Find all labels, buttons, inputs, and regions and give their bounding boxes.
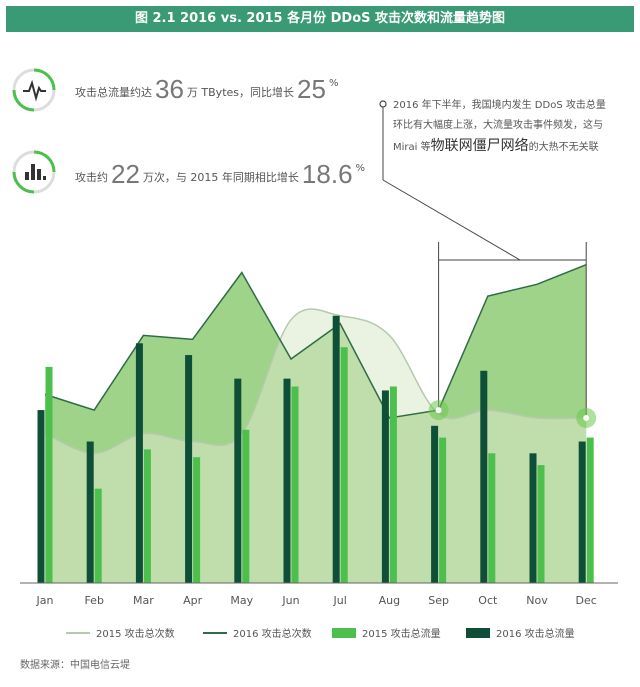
note-line-2: 环比有大幅度上涨，大流量攻击事件频发，这与	[393, 120, 603, 131]
bar-2015-traffic-nov	[537, 465, 545, 583]
stat-traffic-mid: 万 TBytes，同比增长	[186, 86, 295, 99]
bar-2015-traffic-feb	[94, 488, 102, 583]
stat-attacks-pct: 18.6	[301, 159, 353, 189]
legend-label-0: 2015 攻击总次数	[96, 627, 175, 640]
bar-2015-traffic-dec	[586, 437, 594, 583]
bar-2016-traffic-nov	[529, 453, 537, 583]
x-tick-label: Aug	[379, 594, 400, 607]
note-line-1: 2016 年下半年，我国境内发生 DDoS 攻击总量	[393, 100, 606, 111]
stat-traffic-pct-sign: %	[328, 78, 339, 89]
bar-2016-traffic-dec	[578, 441, 586, 583]
note-leader-diagonal	[382, 179, 521, 261]
stat-traffic-value: 36	[155, 74, 184, 104]
stat-attacks-value: 22	[111, 159, 140, 189]
x-tick-labels: Jan Feb Mar Apr May Jun Jul Aug Sep Oct Nov Dec	[36, 594, 597, 607]
marker-dec-dot	[583, 414, 590, 421]
x-tick-label: Jul	[333, 594, 347, 607]
bar-2015-traffic-apr	[193, 457, 201, 583]
bar-2016-traffic-jan	[37, 410, 45, 583]
bar-2016-traffic-sep	[431, 425, 439, 583]
x-tick-label: Feb	[84, 594, 103, 607]
note-leader-dot	[379, 100, 387, 108]
note-line-3: Mirai 等物联网僵尸网络的大热不无关联	[393, 136, 633, 158]
x-tick-label: Apr	[183, 594, 203, 607]
area-layer	[44, 263, 587, 583]
bar-2016-traffic-may	[234, 378, 242, 583]
x-tick-label: May	[230, 594, 253, 607]
bar-2016-traffic-mar	[135, 343, 143, 583]
note-line-3a: Mirai 等	[393, 142, 431, 153]
x-tick-label: Oct	[478, 594, 498, 607]
bar-2015-traffic-oct	[488, 453, 496, 583]
stat-attacks-mid: 万次，与 2015 年同期相比增长	[142, 171, 299, 184]
stat-attacks-pct-sign: %	[355, 163, 366, 174]
stat-attacks: 攻击约 22 万次，与 2015 年同期相比增长 18.6%	[75, 159, 365, 190]
legend-label-3: 2016 攻击总流量	[496, 627, 575, 640]
legend-swatch-2	[332, 628, 356, 638]
legend: 2015 攻击总次数 2016 攻击总次数 2015 攻击总流量 2016 攻击总流量	[66, 627, 575, 640]
bar-2015-traffic-jun	[291, 386, 299, 583]
chart-title: 图 2.1 2016 vs. 2015 各月份 DDoS 攻击次数和流量趋势图	[6, 6, 634, 32]
legend-label-2: 2015 攻击总流量	[362, 627, 441, 640]
bar-2016-traffic-apr	[185, 355, 193, 583]
bar-2016-traffic-jul	[332, 315, 340, 583]
bar-2016-traffic-oct	[480, 370, 488, 583]
line-2016-attack-count	[44, 263, 587, 419]
stat-traffic-prefix: 攻击总流量约达	[75, 86, 152, 99]
note-emphasis: 物联网僵尸网络	[430, 138, 529, 154]
bar-2015-traffic-jul	[340, 347, 348, 583]
line-2015-attack-count	[44, 308, 587, 455]
bar-2015-traffic-may	[242, 429, 250, 583]
stat-traffic: 攻击总流量约达 36 万 TBytes，同比增长 25%	[75, 74, 338, 105]
bar-2015-traffic-aug	[389, 386, 397, 583]
note-line-3b: 的大热不无关联	[528, 142, 599, 153]
annotation-note: 2016 年下半年，我国境内发生 DDoS 攻击总量 环比有大幅度上涨，大流量攻…	[393, 96, 633, 158]
stat-traffic-pct: 25	[297, 74, 326, 104]
bar-2015-traffic-mar	[143, 449, 151, 583]
bar-2016-traffic-jun	[283, 378, 291, 583]
bar-chart-icon	[12, 150, 56, 194]
x-tick-label: Jan	[36, 594, 54, 607]
annotation-lines	[379, 100, 597, 428]
x-tick-label: Sep	[428, 594, 449, 607]
x-tick-label: Nov	[526, 594, 548, 607]
bar-2016-traffic-feb	[86, 441, 94, 583]
x-tick-label: Mar	[133, 594, 154, 607]
x-tick-label: Dec	[576, 594, 597, 607]
pulse-icon	[12, 68, 56, 112]
marker-sep-dot	[435, 407, 442, 414]
legend-swatch-3	[466, 628, 490, 638]
stat-attacks-prefix: 攻击约	[75, 171, 108, 184]
legend-label-1: 2016 攻击总次数	[233, 627, 312, 640]
bar-2016-traffic-aug	[381, 390, 389, 583]
area-2015-attack-count	[45, 309, 587, 583]
bar-layer	[37, 315, 594, 583]
bar-2015-traffic-jan	[45, 366, 53, 583]
x-tick-label: Jun	[281, 594, 299, 607]
data-source: 数据来源：中国电信云堤	[20, 660, 130, 671]
bar-2015-traffic-sep	[439, 437, 447, 583]
